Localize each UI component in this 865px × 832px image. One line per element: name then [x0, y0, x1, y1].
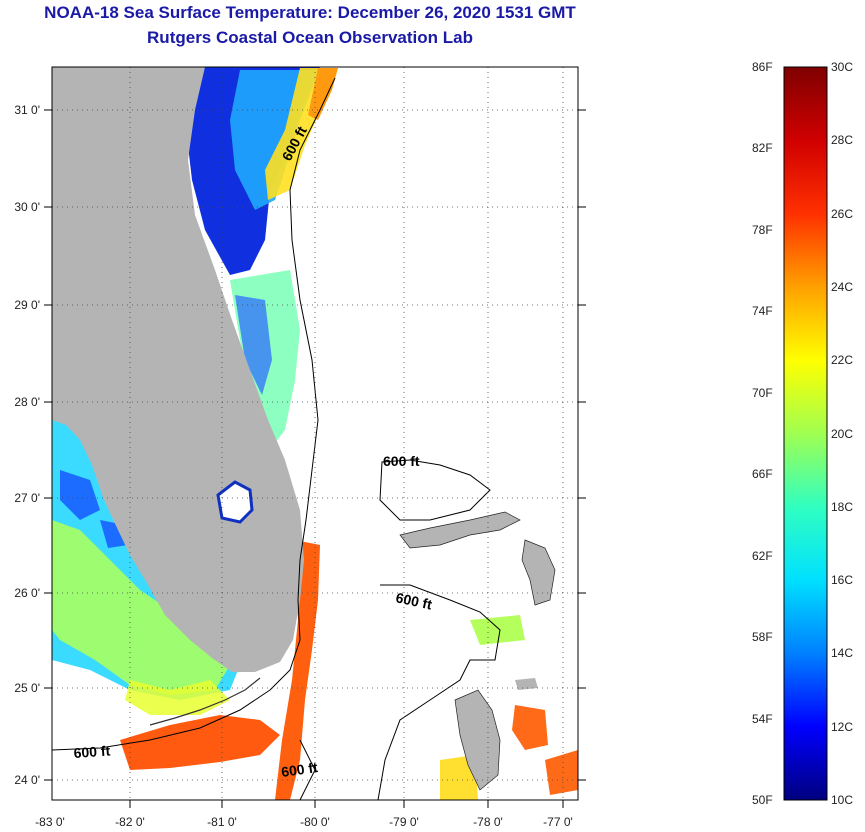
- sst-bahamas-green: [470, 615, 525, 645]
- colorbar-f-label: 78F: [752, 222, 773, 237]
- lat-label-30: 30 0': [14, 200, 40, 214]
- contour-atlantic-shelf: [269, 77, 336, 691]
- colorbar-f-label: 74F: [752, 304, 773, 319]
- sst-gulf-yellow: [125, 680, 230, 715]
- colorbar-c-label: 14C: [831, 646, 854, 661]
- sst-gulf-blue-patches: [60, 470, 128, 548]
- contour-great-bahama: [377, 584, 501, 801]
- colorbar-c-label: 22C: [831, 353, 854, 368]
- colorbar-f-label: 62F: [752, 548, 773, 563]
- sst-keys-orange: [120, 715, 280, 770]
- sst-shelf-blue: [235, 295, 272, 395]
- contour-label-little-bahama: 600 ft: [383, 453, 420, 469]
- colorbar-f-label: 58F: [752, 630, 773, 645]
- sst-gulfstream-orange: [275, 540, 320, 800]
- lat-label-24: 24 0': [14, 773, 40, 787]
- colorbar-f-label: 66F: [752, 467, 773, 482]
- sst-bahamas-orange: [512, 705, 578, 795]
- latitude-labels: 31 0' 30 0' 29 0' 28 0' 27 0' 26 0' 25 0…: [14, 103, 40, 787]
- lat-label-25: 25 0': [14, 681, 40, 695]
- longitude-labels: -83 0' -82 0' -81 0' -80 0' -79 0' -78 0…: [35, 815, 573, 829]
- contour-little-bahama: [379, 459, 491, 521]
- colorbar-c-label: 24C: [831, 279, 854, 294]
- grand-bahama-land: [399, 511, 521, 549]
- lat-label-27: 27 0': [14, 491, 40, 505]
- contour-label-straits: 600 ft: [280, 759, 319, 780]
- colorbar-c-label: 18C: [831, 499, 854, 514]
- colorbar-f-label: 82F: [752, 141, 773, 156]
- lon-label-81: -81 0': [207, 815, 237, 829]
- lon-label-77: -77 0': [543, 815, 573, 829]
- andros-land: [454, 689, 501, 791]
- bathymetry-contours: [51, 77, 501, 801]
- new-providence-land: [515, 678, 538, 690]
- colorbar-c-label: 12C: [831, 719, 854, 734]
- lon-label-83: -83 0': [35, 815, 65, 829]
- contour-label-great-bahama: 600 ft: [394, 589, 433, 612]
- lat-label-26: 26 0': [14, 586, 40, 600]
- colorbar-f-label: 86F: [752, 60, 773, 74]
- sst-data-layer: [52, 67, 578, 800]
- colorbar-c-label: 16C: [831, 573, 854, 588]
- lon-label-79: -79 0': [389, 815, 419, 829]
- title-line-2: Rutgers Coastal Ocean Observation Lab: [147, 28, 473, 47]
- map-panel[interactable]: [51, 66, 579, 801]
- lat-label-28: 28 0': [14, 395, 40, 409]
- lat-label-31: 31 0': [14, 103, 40, 117]
- map-title: NOAA-18 Sea Surface Temperature: Decembe…: [0, 0, 620, 50]
- abaco-land: [521, 539, 556, 606]
- temperature-colorbar: [783, 66, 828, 801]
- colorbar-c-label: 30C: [831, 60, 854, 74]
- contour-florida-straits: [299, 739, 316, 801]
- colorbar-c-label: 26C: [831, 206, 854, 221]
- contour-label-keys: 600 ft: [73, 742, 111, 761]
- title-line-1: NOAA-18 Sea Surface Temperature: Decembe…: [44, 3, 576, 22]
- lon-label-82: -82 0': [115, 815, 145, 829]
- lat-label-29: 29 0': [14, 298, 40, 312]
- colorbar-c-label: 10C: [831, 793, 854, 807]
- sst-atlantic-orange: [308, 68, 338, 120]
- colorbar-bar: [783, 66, 828, 801]
- sst-gulf-green: [52, 520, 230, 695]
- grid-lines: [52, 67, 578, 800]
- colorbar-c-label: 20C: [831, 426, 854, 441]
- colorbar-c-label: 28C: [831, 133, 854, 148]
- colorbar-f-label: 70F: [752, 385, 773, 400]
- axis-ticks: [44, 109, 586, 808]
- colorbar-f-label: 50F: [752, 793, 773, 807]
- lon-label-80: -80 0': [300, 815, 330, 829]
- contour-keys: [51, 689, 271, 751]
- lon-label-78: -78 0': [473, 815, 503, 829]
- colorbar-f-label: 54F: [752, 711, 773, 726]
